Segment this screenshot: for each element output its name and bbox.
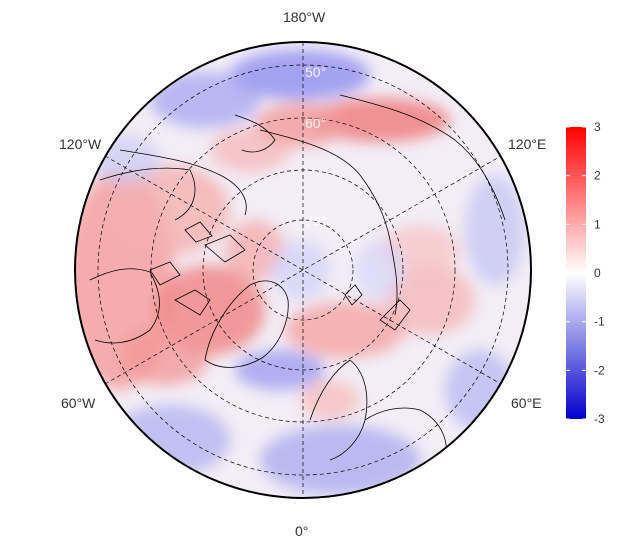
coastlines xyxy=(89,94,506,461)
lon-label-60e: 60°E xyxy=(511,395,542,411)
lat-label-50: 50° xyxy=(305,64,326,80)
anomaly-field xyxy=(75,42,531,498)
lat-label-60: 60° xyxy=(305,115,326,131)
lon-label-60w: 60°W xyxy=(61,395,96,411)
colorbar: 3 2 1 0 -1 -2 -3 xyxy=(566,120,605,426)
lon-label-180w: 180°W xyxy=(283,9,326,25)
colorbar-tick-label: 0 xyxy=(594,266,601,280)
graticule xyxy=(97,42,509,498)
lon-label-120e: 120°E xyxy=(508,136,547,152)
colorbar-tick-label: -2 xyxy=(594,363,605,377)
colorbar-tick-label: 2 xyxy=(594,169,601,183)
map-boundary xyxy=(74,41,532,499)
colorbar-tick-label: -1 xyxy=(594,315,605,329)
colorbar-tick-label: -3 xyxy=(594,412,605,426)
colorbar-ticks: 3 2 1 0 -1 -2 -3 xyxy=(566,120,605,426)
lat-label-70: 70° xyxy=(305,213,326,229)
colorbar-gradient xyxy=(566,127,586,419)
lon-label-120w: 120°W xyxy=(59,136,102,152)
colorbar-tick-label: 1 xyxy=(594,217,601,231)
colorbar-tick-label: 3 xyxy=(594,120,601,134)
lon-label-0: 0° xyxy=(295,523,309,539)
